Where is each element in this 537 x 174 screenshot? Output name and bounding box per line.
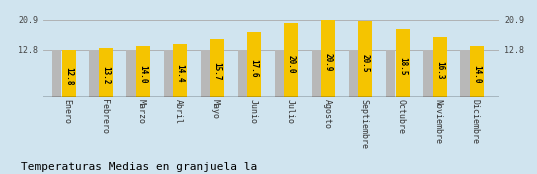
Bar — [321, 20, 336, 97]
Bar — [247, 32, 261, 97]
Bar — [470, 46, 484, 97]
Text: 20.0: 20.0 — [287, 55, 296, 73]
Text: 14.0: 14.0 — [472, 65, 481, 83]
Text: 20.5: 20.5 — [361, 54, 370, 73]
Bar — [433, 37, 447, 97]
Bar — [99, 49, 113, 97]
Bar — [312, 50, 321, 97]
Bar — [275, 50, 284, 97]
Bar — [201, 50, 210, 97]
Bar — [210, 39, 224, 97]
Bar — [358, 21, 373, 97]
Bar — [126, 50, 136, 97]
Bar — [386, 50, 395, 97]
Bar — [173, 44, 187, 97]
Bar — [284, 23, 298, 97]
Text: 15.7: 15.7 — [213, 62, 221, 81]
Bar — [136, 46, 150, 97]
Text: 18.5: 18.5 — [398, 57, 407, 76]
Bar — [164, 50, 173, 97]
Bar — [460, 50, 470, 97]
Bar — [89, 50, 99, 97]
Text: 13.2: 13.2 — [101, 66, 110, 85]
Bar — [52, 50, 61, 97]
Text: 12.8: 12.8 — [64, 67, 73, 85]
Bar — [349, 50, 358, 97]
Text: 20.9: 20.9 — [324, 53, 333, 72]
Text: Temperaturas Medias en granjuela la: Temperaturas Medias en granjuela la — [21, 162, 258, 172]
Text: 14.0: 14.0 — [139, 65, 147, 83]
Text: 16.3: 16.3 — [435, 61, 444, 80]
Bar — [238, 50, 247, 97]
Bar — [423, 50, 433, 97]
Bar — [62, 50, 76, 97]
Text: 14.4: 14.4 — [176, 64, 184, 83]
Bar — [396, 29, 410, 97]
Text: 17.6: 17.6 — [250, 59, 259, 77]
